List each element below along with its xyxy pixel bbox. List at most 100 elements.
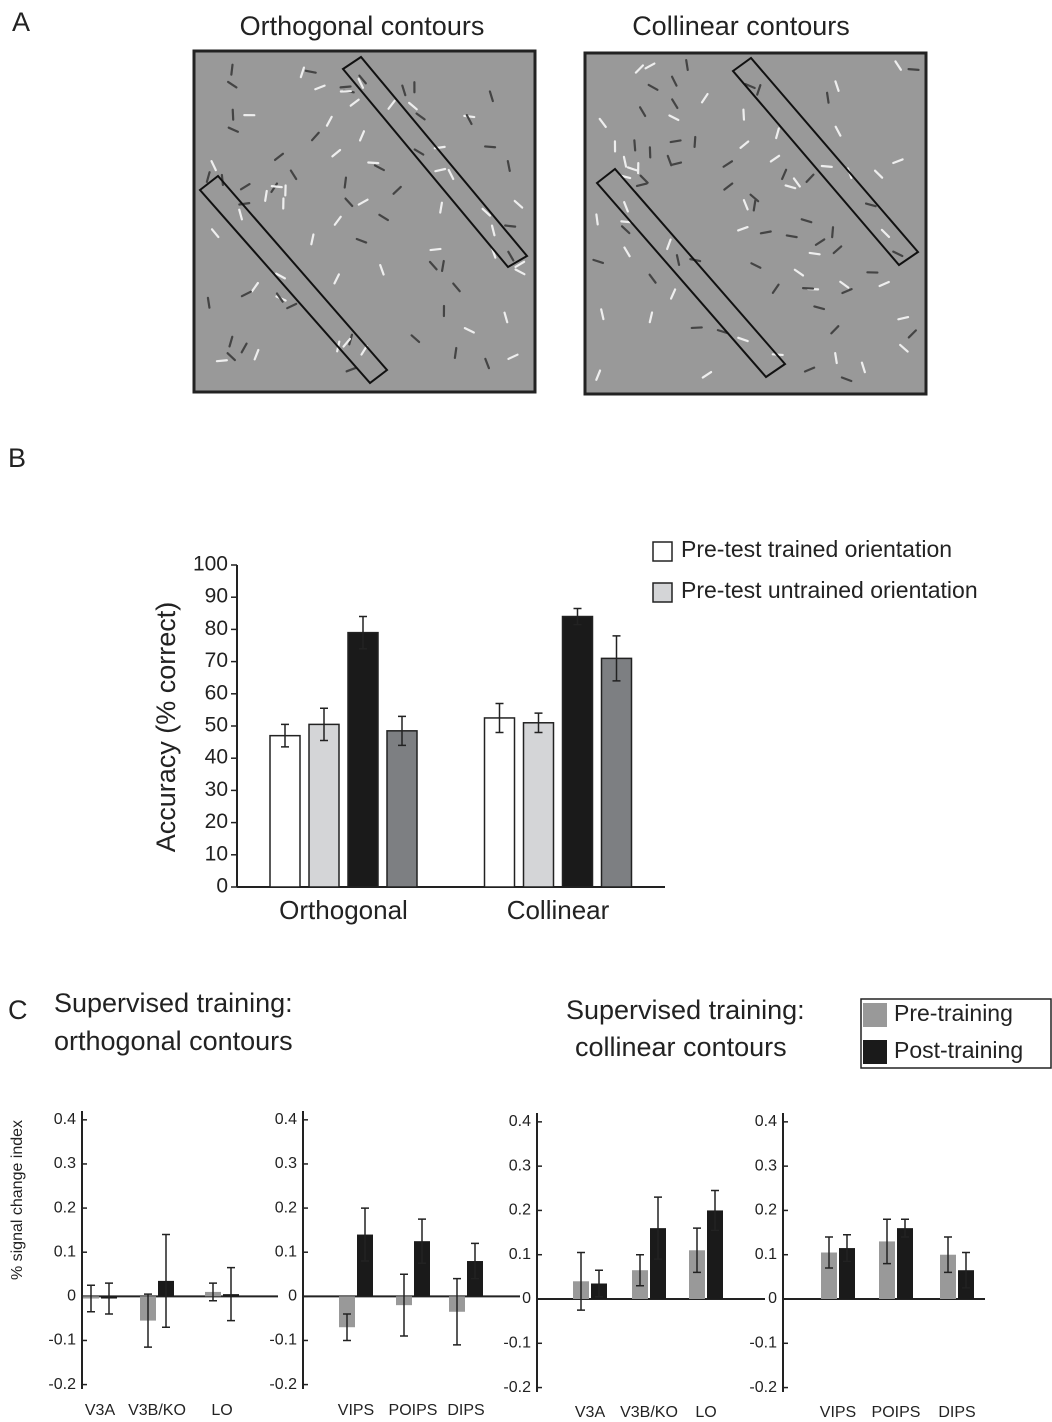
gabor [373,164,385,172]
y-tick-label: 0 [522,1290,531,1307]
y-tick-label: 0 [768,1290,777,1307]
stimulus-title: Orthogonal contours [240,11,485,41]
error-bar [577,1251,585,1311]
gabor [429,247,442,252]
gabor [670,75,678,87]
gabor [379,263,385,276]
gabor [503,311,509,324]
y-tick-label: -0.1 [269,1332,297,1349]
gabor [226,352,237,362]
x-tick-label: LO [695,1404,716,1421]
gabor [355,237,368,244]
gabor [793,268,805,277]
gabor [834,125,842,137]
y-tick-label: 0.3 [275,1155,297,1172]
gabor [784,184,797,190]
gabor [238,208,243,221]
legend-swatch [652,541,673,562]
y-tick-label: 0.4 [275,1111,297,1128]
y-tick-label: 0.2 [755,1202,777,1219]
gabor [864,202,877,208]
legend-label: Pre-test untrained orientation [681,577,978,603]
error-bar [883,1218,891,1265]
gabor [210,228,220,239]
gabor [344,197,354,208]
gabor [447,168,455,181]
group-title: Supervised training: [54,988,293,1018]
error-bar [343,1313,351,1342]
stimulus-image [192,49,537,394]
gabor [428,260,438,271]
gabor [286,302,298,310]
gabor [415,112,426,121]
gabor [800,218,813,224]
gabor [239,183,251,191]
gabor [873,169,884,179]
error-bar [901,1218,909,1238]
y-tick-label: 60 [205,681,228,704]
gabor [675,254,681,267]
x-tick-label: POIPS [389,1402,438,1419]
gabor [744,83,756,90]
gabor [693,135,697,149]
gabor [264,189,268,202]
y-tick-label: -0.1 [749,1335,777,1352]
error-bar [654,1196,662,1260]
legend-box [860,998,1052,1069]
gabor [742,199,749,211]
gabor [367,161,380,165]
gabor [270,182,279,194]
gabor [392,185,402,195]
gabor [638,106,647,118]
group-title: orthogonal contours [54,1026,293,1056]
contour-box [731,56,920,267]
bar [269,734,301,888]
gabor [215,359,228,363]
gabor [737,336,749,343]
error-bar [162,1233,170,1328]
gabor [644,62,656,70]
gabor [273,152,285,162]
gabor [253,348,260,361]
gabor [803,366,816,373]
error-bar [636,1253,644,1287]
error-bar [573,607,582,626]
y-tick-label: 0.1 [755,1246,777,1263]
error-bar [144,1293,152,1348]
error-bar [711,1189,719,1232]
error-bar [612,635,621,682]
y-tick-label: 0.4 [54,1111,76,1128]
error-bar [534,712,543,734]
gabor [759,230,772,235]
gabor [626,166,639,172]
gabor [600,308,605,321]
gabor [481,207,492,217]
bar [308,723,340,888]
gabor [669,139,682,144]
bar [561,615,594,888]
gabor [434,167,447,173]
y-tick-label: 90 [205,585,228,608]
gabor [595,369,602,381]
gabor [514,268,526,276]
gabor [831,226,835,239]
gabor [805,173,815,184]
gabor [814,238,826,246]
bar [897,1228,913,1299]
gabor [507,250,515,262]
bar [483,717,516,888]
gabor [275,272,287,280]
gabor [401,84,407,97]
gabor [634,64,644,74]
gabor [685,58,689,72]
gabor [228,335,234,348]
gabor [671,98,679,110]
gabor [840,376,853,383]
gabor [440,259,445,272]
gabor [598,117,607,129]
gabor [357,198,369,206]
y-tick-label: 30 [205,778,228,801]
y-tick-label: 0.4 [755,1113,777,1130]
legend-label: Pre-test trained orientation [681,536,952,562]
